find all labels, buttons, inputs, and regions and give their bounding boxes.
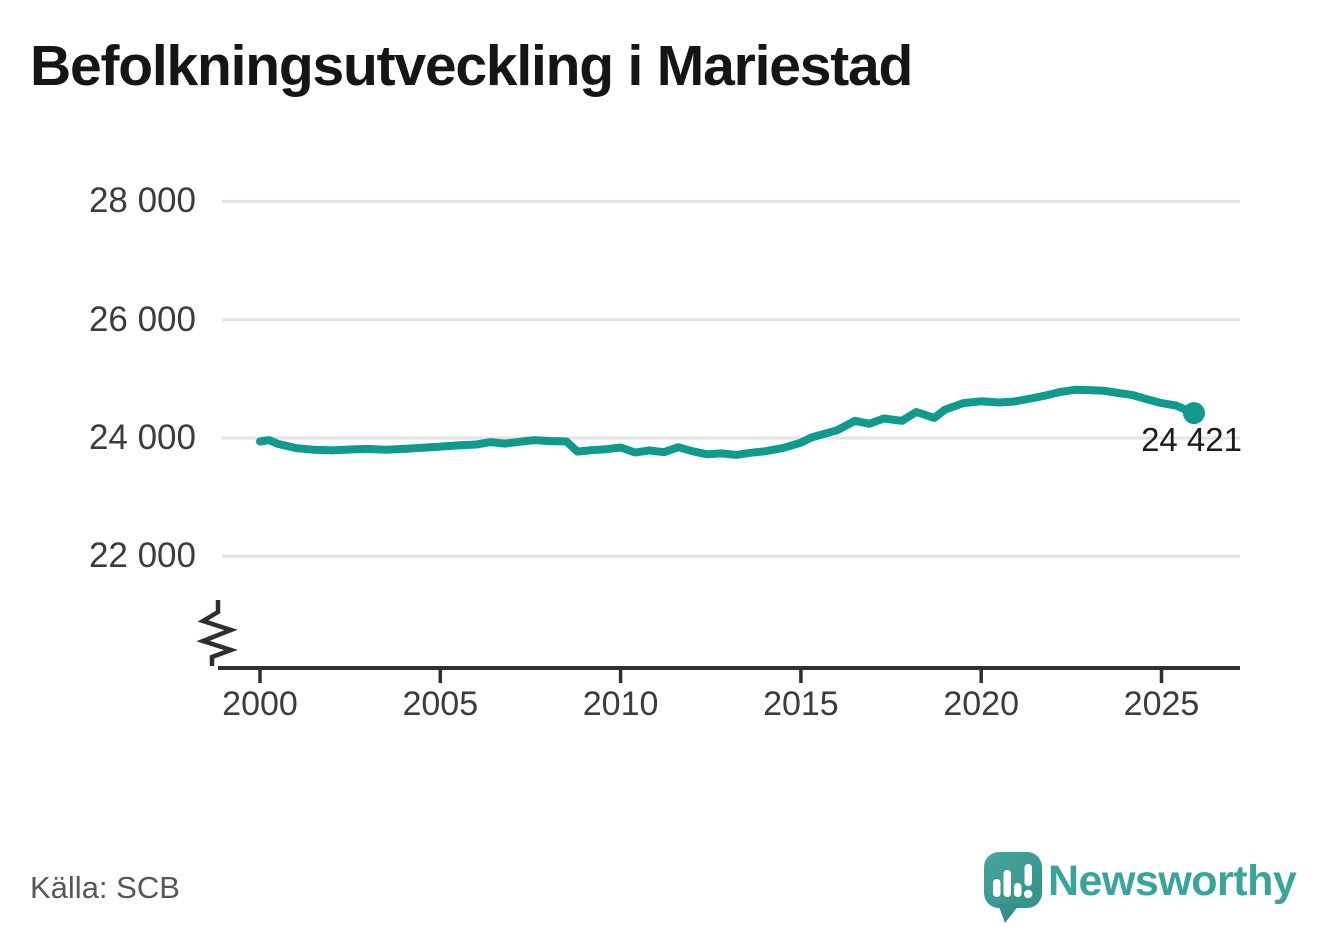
latest-value-label: 24 421 xyxy=(1141,421,1242,458)
population-line xyxy=(256,385,1198,459)
source-note: Källa: SCB xyxy=(30,870,180,905)
y-axis-tick-label: 28 000 xyxy=(88,181,196,221)
y-axis-tick-label: 26 000 xyxy=(88,299,196,339)
x-axis-tick-label: 2010 xyxy=(582,685,659,723)
newsworthy-speech-bubble-chart-icon xyxy=(984,852,1042,923)
page-title: Befolkningsutveckling i Mariestad xyxy=(30,34,913,98)
axis-break-icon xyxy=(196,600,238,666)
brand-name: Newsworthy xyxy=(1048,857,1297,905)
newsworthy-logo: Newsworthy xyxy=(976,846,1306,926)
latest-point-dot xyxy=(1182,402,1205,425)
y-axis-tick-label: 24 000 xyxy=(88,418,196,457)
y-axis-tick-label: 22 000 xyxy=(88,536,196,576)
x-axis-tick-label: 2005 xyxy=(402,685,479,723)
x-axis-tick-label: 2000 xyxy=(222,685,298,723)
x-axis-tick-label: 2020 xyxy=(943,685,1019,723)
x-axis-tick-label: 2025 xyxy=(1123,685,1200,723)
x-axis-tick-label: 2015 xyxy=(763,685,839,723)
